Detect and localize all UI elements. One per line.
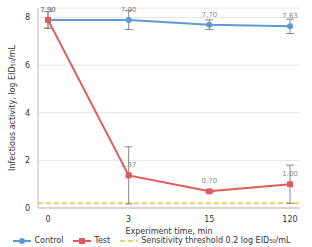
svg-text:7.90: 7.90 bbox=[121, 6, 137, 14]
svg-text:15: 15 bbox=[204, 215, 214, 224]
svg-text:1.00: 1.00 bbox=[282, 170, 298, 178]
svg-text:Experiment time, min: Experiment time, min bbox=[125, 227, 212, 236]
svg-text:7.63: 7.63 bbox=[282, 12, 298, 20]
svg-text:6: 6 bbox=[25, 61, 30, 70]
svg-text:8: 8 bbox=[25, 13, 30, 22]
svg-text:0.70: 0.70 bbox=[202, 177, 218, 185]
svg-text:120: 120 bbox=[282, 215, 297, 224]
svg-text:1.37: 1.37 bbox=[121, 161, 137, 169]
html-text:Test: Test bbox=[94, 236, 111, 245]
svg-text:7.90: 7.90 bbox=[40, 6, 56, 14]
svg-text:3: 3 bbox=[126, 215, 131, 224]
svg-text:0: 0 bbox=[45, 215, 50, 224]
html-text:Control: Control bbox=[34, 236, 64, 245]
svg-text:4: 4 bbox=[25, 109, 30, 118]
svg-text:7.90: 7.90 bbox=[40, 6, 56, 14]
svg-text:Infectious activity, log EID₅₀: Infectious activity, log EID₅₀/mL bbox=[8, 45, 17, 171]
svg-text:7.70: 7.70 bbox=[202, 11, 218, 19]
svg-text:2: 2 bbox=[25, 156, 30, 165]
svg-text:0: 0 bbox=[25, 204, 30, 213]
html-text:Sensitivity threshold 0.2 log: Sensitivity threshold 0.2 log EID₅₀/mL bbox=[141, 236, 291, 245]
